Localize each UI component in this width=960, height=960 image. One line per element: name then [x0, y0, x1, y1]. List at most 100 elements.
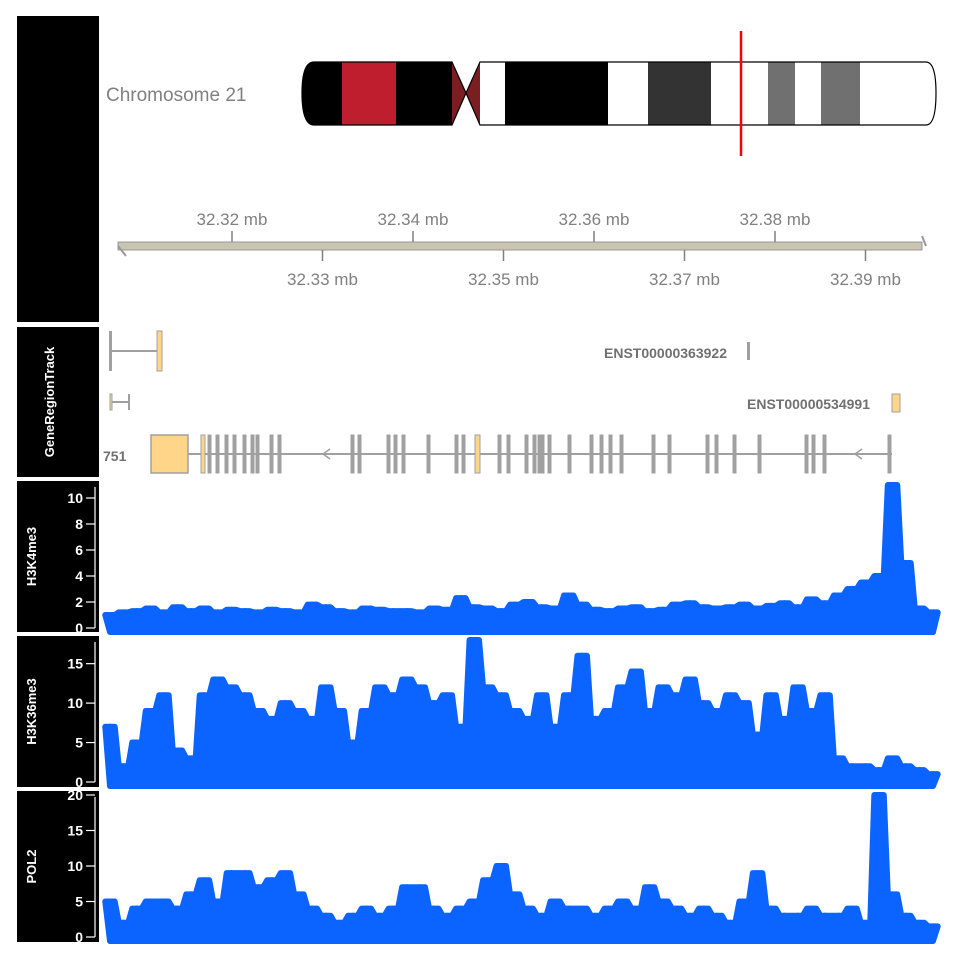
strand-arrow-icon: [321, 448, 863, 460]
signal-bar: [229, 684, 234, 782]
signal-bar: [296, 609, 301, 628]
ideogram-band: [302, 62, 342, 125]
y-axis-tick-label: 10: [67, 695, 83, 711]
signal-bar: [175, 604, 180, 628]
signal-bar: [134, 739, 139, 782]
signal-bar: [580, 652, 585, 782]
signal-bar: [350, 912, 355, 937]
signal-bar: [283, 608, 288, 628]
exon: [250, 434, 255, 474]
ideogram-band: [396, 62, 452, 125]
signal-bar: [566, 692, 571, 782]
signal-bar: [445, 912, 450, 937]
signal-bar: [917, 919, 922, 937]
exon: [506, 434, 511, 474]
exon: [757, 434, 762, 474]
track-title-panel: [17, 636, 99, 787]
signal-bar: [418, 684, 423, 782]
signal-bar: [782, 715, 787, 782]
signal-bar: [877, 573, 882, 628]
signal-bar: [809, 596, 814, 628]
y-axis-tick-label: 5: [75, 735, 83, 751]
signal-bar: [917, 605, 922, 628]
exon: [547, 434, 552, 474]
signal-bar: [323, 912, 328, 937]
y-axis-tick-label: 5: [75, 894, 83, 910]
ideogram-outline: [301, 61, 937, 126]
signal-bar: [242, 870, 247, 937]
signal-bar: [553, 723, 558, 782]
signal-bar: [242, 608, 247, 628]
track-title: H3K36me3: [24, 678, 39, 745]
signal-bar: [863, 579, 868, 628]
signal-bar: [229, 870, 234, 937]
signal-bar: [715, 605, 720, 628]
exon: [386, 434, 391, 474]
signal-bar: [917, 767, 922, 782]
signal-bar: [539, 692, 544, 782]
signal-bar: [121, 763, 126, 782]
signal-bar: [782, 912, 787, 937]
ideogram-band: [648, 62, 711, 125]
exon: [401, 434, 406, 474]
exon: [255, 434, 260, 474]
signal-bar: [566, 905, 571, 937]
signal-bar: [931, 923, 935, 937]
y-axis-tick-label: 10: [67, 490, 83, 506]
signal-bar: [931, 609, 935, 628]
track-title-panel: [17, 16, 99, 322]
signal-bar: [674, 692, 679, 782]
exon: [393, 434, 398, 474]
signal-bar: [728, 919, 733, 937]
track-title-panel: [17, 481, 99, 632]
exon: [804, 434, 809, 474]
signal-bar: [539, 604, 544, 628]
ideogram-band: [342, 62, 396, 125]
transcript-label: 751: [103, 448, 127, 464]
ideogram-band: [505, 62, 608, 125]
signal-bar: [809, 905, 814, 937]
signal-bar: [391, 608, 396, 628]
signal-bar: [296, 891, 301, 937]
ideogram-band: [821, 62, 860, 125]
signal-bar: [796, 912, 801, 937]
signal-bar: [418, 609, 423, 628]
exon: [461, 434, 466, 474]
signal-bar: [499, 692, 504, 782]
signal-bar: [674, 601, 679, 628]
axis-arrowheads: [117, 235, 927, 257]
signal-bar: [215, 898, 220, 937]
track-title: POL2: [24, 850, 39, 884]
exon: [128, 394, 130, 410]
transcript-label: ENST00000363922: [604, 345, 727, 361]
signal-bar: [661, 606, 666, 628]
signal-bar: [472, 898, 477, 937]
signal-bar: [701, 604, 706, 628]
signal-bar: [445, 692, 450, 782]
signal-bar: [431, 700, 436, 782]
track-title: H3K4me3: [24, 527, 39, 586]
signal-bar: [310, 905, 315, 937]
signal-bar: [580, 601, 585, 628]
exon: [747, 342, 750, 360]
exon: [532, 434, 537, 474]
signal-bar: [175, 905, 180, 937]
signal-bar: [499, 863, 504, 937]
signal-bar: [539, 912, 544, 937]
exon: [109, 331, 112, 371]
signal-bar: [364, 708, 369, 782]
y-axis-tick-label: 8: [75, 516, 83, 532]
exon: [232, 434, 237, 474]
signal-bar: [215, 676, 220, 782]
signal-bar: [404, 608, 409, 628]
signal-bar: [215, 609, 220, 628]
signal-bar: [607, 608, 612, 628]
exon: [524, 434, 529, 474]
signal-bar: [647, 708, 652, 782]
signal-bar: [580, 905, 585, 937]
signal-bar: [701, 905, 706, 937]
signal-bar: [188, 891, 193, 937]
signal-bar: [188, 755, 193, 782]
signal-bar: [620, 684, 625, 782]
